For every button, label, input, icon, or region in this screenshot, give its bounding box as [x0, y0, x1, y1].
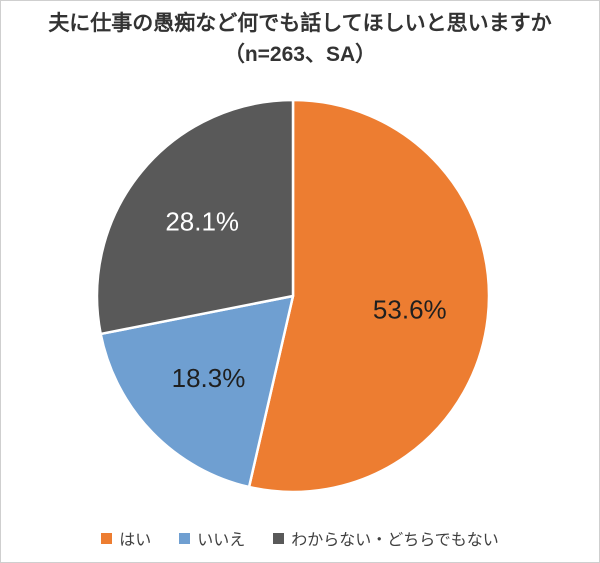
- pie-slice-2: [95, 98, 295, 336]
- legend-swatch-no: [179, 532, 191, 544]
- chart-title-block: 夫に仕事の愚痴など何でも話してほしいと思いますか （n=263、SA）: [1, 1, 599, 87]
- legend-label-neither: わからない・どちらでもない: [291, 532, 499, 549]
- legend-item-no: いいえ: [179, 526, 245, 550]
- pie-data-label-2: 28.1%: [165, 206, 239, 236]
- legend-label-no: いいえ: [197, 532, 246, 549]
- legend-swatch-neither: [273, 532, 285, 544]
- pie-slice-0: [247, 98, 491, 494]
- chart-title: 夫に仕事の愚痴など何でも話してほしいと思いますか: [48, 12, 552, 35]
- pie-slice-1: [99, 294, 295, 489]
- pie-data-label-0: 53.6%: [373, 294, 447, 324]
- legend-item-yes: はい: [101, 526, 151, 550]
- legend: はい いいえ わからない・どちらでもない: [1, 526, 599, 550]
- pie-chart: 53.6% 18.3% 28.1%: [95, 98, 491, 494]
- legend-swatch-yes: [101, 532, 113, 544]
- legend-label-yes: はい: [119, 532, 152, 549]
- legend-item-neither: わからない・どちらでもない: [273, 526, 499, 550]
- chart-subtitle: （n=263、SA）: [223, 43, 377, 66]
- pie-data-label-1: 18.3%: [172, 363, 246, 393]
